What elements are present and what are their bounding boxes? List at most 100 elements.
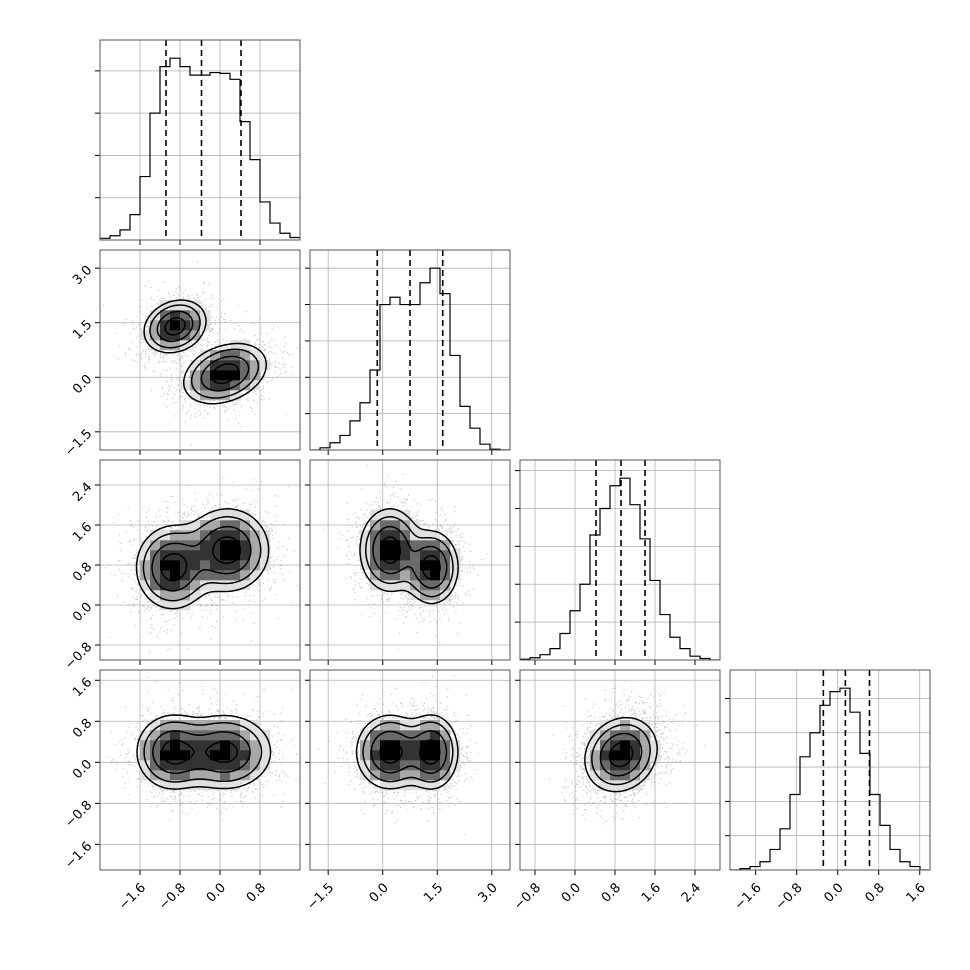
density-cell bbox=[190, 530, 201, 541]
density-cell bbox=[200, 360, 211, 371]
density-cell bbox=[230, 390, 241, 401]
density-cell bbox=[170, 550, 181, 561]
density-cell bbox=[250, 540, 261, 551]
density-cell bbox=[220, 380, 231, 391]
x-tick-label: 0.0 bbox=[822, 880, 847, 905]
y-tick-label: −0.8 bbox=[62, 798, 95, 831]
x-tick-label: −0.8 bbox=[511, 880, 544, 913]
density-cell bbox=[410, 580, 421, 591]
density-cell bbox=[200, 760, 211, 771]
density-cell bbox=[420, 750, 431, 761]
density-cell bbox=[640, 770, 651, 781]
histogram-line bbox=[520, 477, 720, 660]
density-cell bbox=[200, 740, 211, 751]
density-cell bbox=[230, 770, 241, 781]
density-cell bbox=[200, 370, 211, 381]
density-cell bbox=[170, 540, 181, 551]
density-cell bbox=[210, 740, 221, 751]
density-cell bbox=[210, 380, 221, 391]
density-cell bbox=[200, 730, 211, 741]
y-tick-label: 2.4 bbox=[70, 480, 95, 505]
density-cell bbox=[370, 530, 381, 541]
density-cell bbox=[190, 380, 201, 391]
density-cell bbox=[240, 770, 251, 781]
density-cell bbox=[240, 540, 251, 551]
density-cell bbox=[160, 770, 171, 781]
y-tick-label: 0.8 bbox=[70, 560, 95, 585]
density-cell bbox=[430, 590, 441, 601]
density-cell bbox=[230, 720, 241, 731]
density-cell bbox=[150, 590, 161, 601]
density-cell bbox=[160, 550, 171, 561]
density-cell bbox=[190, 300, 201, 311]
density-cell bbox=[360, 730, 371, 741]
density-cell bbox=[210, 720, 221, 731]
y-tick-label: 1.6 bbox=[70, 520, 95, 545]
density-cell bbox=[360, 530, 371, 541]
density-cell bbox=[160, 570, 171, 581]
density-content bbox=[104, 477, 298, 653]
density-cell bbox=[390, 560, 401, 571]
density-cell bbox=[410, 740, 421, 751]
x-tick-label: −0.8 bbox=[156, 880, 189, 913]
density-cell bbox=[180, 770, 191, 781]
density-cell bbox=[400, 560, 411, 571]
density-cell bbox=[380, 510, 391, 521]
density-cell bbox=[200, 580, 211, 591]
contour-line bbox=[143, 299, 268, 405]
panel-frame bbox=[519, 459, 721, 661]
density-cell bbox=[380, 740, 391, 751]
density-cell bbox=[600, 740, 611, 751]
density-cell bbox=[430, 580, 441, 591]
density-cell bbox=[180, 330, 191, 341]
density-cell bbox=[230, 540, 241, 551]
density-cell bbox=[400, 770, 411, 781]
density-cell bbox=[220, 780, 231, 791]
density-cell bbox=[410, 750, 421, 761]
density-cell bbox=[630, 780, 641, 791]
hist-content bbox=[100, 40, 300, 240]
density-cell bbox=[440, 590, 451, 601]
density-cell bbox=[630, 730, 641, 741]
contour-line bbox=[362, 721, 454, 783]
density-cell bbox=[220, 390, 231, 401]
density-cell bbox=[200, 750, 211, 761]
density-cell bbox=[420, 740, 431, 751]
density-cell bbox=[260, 750, 271, 761]
density-cell bbox=[200, 720, 211, 731]
y-tick-label: 0.0 bbox=[70, 757, 95, 782]
density-cell bbox=[430, 560, 441, 571]
density-cell bbox=[170, 730, 181, 741]
density-cell bbox=[170, 770, 181, 781]
density-cell bbox=[250, 520, 261, 531]
contour-line bbox=[599, 732, 643, 777]
density-cell bbox=[380, 520, 391, 531]
density-cell bbox=[210, 750, 221, 761]
density-cell bbox=[380, 540, 391, 551]
density-content bbox=[318, 675, 480, 835]
density-cell bbox=[160, 330, 171, 341]
density-cell bbox=[240, 340, 251, 351]
density-cell bbox=[430, 770, 441, 781]
x-tick-label: 0.0 bbox=[367, 880, 392, 905]
density-cell bbox=[180, 560, 191, 571]
density-cell bbox=[360, 550, 371, 561]
density-cell bbox=[150, 570, 161, 581]
x-tick-label: 1.6 bbox=[904, 880, 929, 905]
density-cell bbox=[410, 770, 421, 781]
contour-line bbox=[379, 739, 441, 765]
density-cell bbox=[240, 380, 251, 391]
density-cell bbox=[440, 560, 451, 571]
density-cell bbox=[420, 530, 431, 541]
hist-panel-3 bbox=[725, 669, 931, 875]
density-cell bbox=[210, 780, 221, 791]
density-cell bbox=[170, 740, 181, 751]
y-tick-label: −1.6 bbox=[62, 839, 95, 872]
density-cell bbox=[360, 540, 371, 551]
density-cell bbox=[420, 580, 431, 591]
y-tick-label: 1.6 bbox=[70, 675, 95, 700]
histogram-line bbox=[730, 687, 930, 870]
density-cell bbox=[230, 560, 241, 571]
density-cell bbox=[150, 760, 161, 771]
density-cell bbox=[190, 780, 201, 791]
